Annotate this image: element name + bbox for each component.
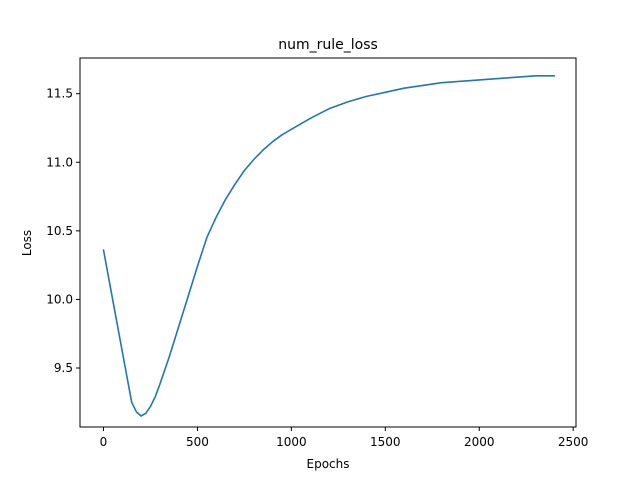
y-axis: 9.5 10.0 10.5 11.0 11.5 <box>46 87 80 375</box>
y-axis-label: Loss <box>20 230 34 256</box>
x-tick-label: 1500 <box>370 435 401 449</box>
y-tick-label: 10.5 <box>46 224 73 238</box>
series-line <box>102 75 556 417</box>
x-tick-label: 2500 <box>558 435 589 449</box>
x-axis-label: Epochs <box>307 457 350 471</box>
x-axis: 0 500 1000 1500 2000 2500 <box>100 427 589 449</box>
x-tick-label: 1000 <box>276 435 307 449</box>
plot-area <box>102 75 556 417</box>
axes-frame <box>79 57 577 428</box>
y-tick-label: 10.0 <box>46 292 73 306</box>
x-tick-label: 500 <box>186 435 209 449</box>
y-tick-label: 11.5 <box>46 87 73 101</box>
x-tick-label: 2000 <box>464 435 495 449</box>
y-tick-label: 9.5 <box>54 361 73 375</box>
y-tick-label: 11.0 <box>46 155 73 169</box>
chart-title: num_rule_loss <box>278 37 378 53</box>
x-tick-label: 0 <box>100 435 108 449</box>
